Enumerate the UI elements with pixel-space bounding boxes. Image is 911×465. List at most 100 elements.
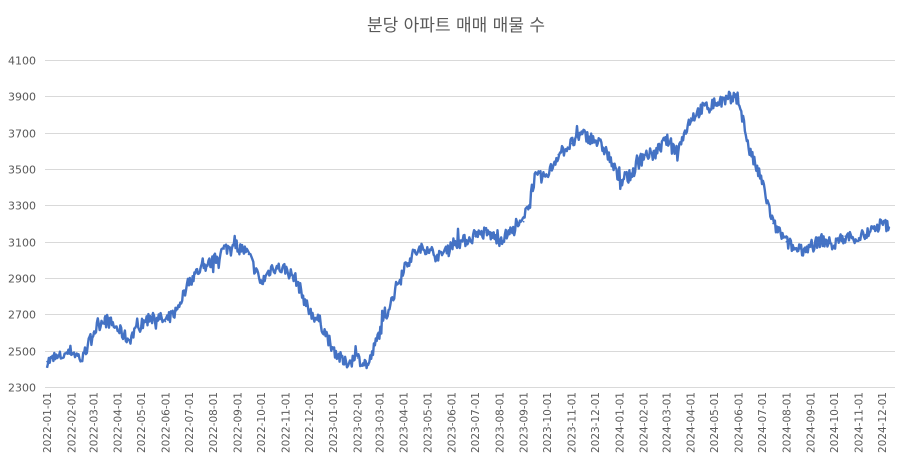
data-point: [594, 139, 596, 141]
data-point: [868, 231, 871, 234]
data-point: [700, 108, 703, 110]
x-tick-label: 2022-03-01: [88, 392, 100, 453]
x-tick-label: 2023-11-01: [567, 392, 579, 453]
data-point: [629, 175, 632, 178]
y-tick-label: 3500: [8, 164, 36, 177]
data-point: [151, 313, 153, 316]
y-tick-label: 3100: [8, 237, 36, 250]
data-point: [796, 250, 799, 252]
y-tick-label: 3900: [8, 91, 36, 104]
x-tick-label: 2023-04-01: [399, 392, 411, 453]
data-point: [188, 280, 190, 283]
x-tick-label: 2022-09-01: [233, 392, 245, 453]
x-tick-label: 2024-08-01: [781, 392, 793, 453]
x-tick-label: 2022-01-01: [42, 392, 54, 453]
data-point: [319, 320, 321, 323]
x-tick-label: 2023-12-01: [590, 392, 602, 453]
y-tick-label: 3700: [8, 128, 36, 141]
data-point: [546, 175, 548, 178]
data-point: [557, 153, 559, 156]
data-point: [308, 309, 310, 312]
data-point: [653, 153, 656, 156]
y-tick-label: 2700: [8, 309, 36, 322]
data-point: [284, 268, 287, 270]
data-point: [70, 349, 73, 352]
data-point: [833, 244, 835, 247]
x-tick-label: 2022-10-01: [256, 392, 268, 453]
data-point: [295, 279, 298, 281]
data-point: [127, 339, 130, 341]
data-point: [820, 239, 823, 241]
data-point: [857, 237, 860, 239]
x-tick-label: 2022-07-01: [184, 392, 196, 453]
data-point: [402, 266, 405, 268]
x-axis-ticks: 2022-01-01 2022-02-01 2022-03-01 2022-04-01…: [42, 392, 889, 453]
data-point: [57, 357, 59, 359]
data-point: [785, 240, 788, 243]
data-point: [199, 268, 201, 270]
x-tick-label: 2023-09-01: [519, 392, 531, 453]
data-point: [533, 177, 536, 179]
x-tick-label: 2022-06-01: [160, 392, 172, 453]
data-point: [665, 139, 668, 141]
data-point: [116, 328, 119, 330]
data-point: [260, 282, 262, 285]
data-point: [522, 220, 525, 223]
x-tick-label: 2023-02-01: [353, 392, 365, 453]
data-point: [92, 331, 95, 334]
data-point: [485, 231, 487, 234]
data-point: [474, 235, 476, 237]
series-line: [45, 90, 891, 370]
x-tick-label: 2024-11-01: [854, 392, 866, 453]
data-point: [236, 244, 239, 247]
x-tick-label: 2022-11-01: [280, 392, 292, 453]
x-tick-label: 2024-07-01: [757, 392, 769, 453]
y-tick-label: 2900: [8, 273, 36, 286]
data-point: [642, 153, 645, 156]
data-point: [332, 348, 335, 350]
x-tick-label: 2023-06-01: [447, 392, 459, 453]
data-point: [164, 320, 167, 323]
gridlines: [45, 60, 895, 388]
chart-title: 분당 아파트 매매 매물 수: [367, 16, 545, 36]
data-point: [748, 150, 751, 152]
data-point: [46, 360, 48, 363]
data-point: [509, 231, 512, 234]
data-point: [888, 226, 890, 228]
x-tick-label: 2023-10-01: [542, 392, 554, 453]
y-tick-label: 2300: [8, 382, 36, 395]
data-point: [140, 324, 142, 327]
x-tick-label: 2022-08-01: [208, 392, 220, 453]
data-point: [676, 150, 679, 152]
x-tick-label: 2024-02-01: [639, 392, 651, 453]
x-tick-label: 2024-12-01: [877, 392, 889, 453]
y-tick-label: 2500: [8, 346, 36, 359]
data-point: [737, 97, 740, 99]
x-tick-label: 2024-03-01: [661, 392, 673, 453]
x-tick-label: 2024-06-01: [734, 392, 746, 453]
y-tick-label: 3300: [8, 200, 36, 213]
data-point: [689, 117, 692, 119]
data-point: [772, 222, 774, 225]
x-tick-label: 2022-02-01: [66, 392, 78, 453]
data-point: [426, 246, 429, 248]
x-tick-label: 2024-05-01: [709, 392, 721, 453]
data-point: [212, 260, 214, 263]
x-tick-label: 2023-08-01: [494, 392, 506, 453]
data-point: [378, 331, 381, 334]
x-tick-label: 2022-05-01: [136, 392, 148, 453]
data-point: [81, 359, 84, 361]
data-point: [724, 99, 726, 101]
data-point: [809, 246, 812, 248]
data-point: [271, 266, 273, 268]
x-tick-label: 2022-12-01: [304, 392, 316, 453]
data-point: [223, 248, 225, 250]
data-point: [367, 364, 370, 367]
x-tick-label: 2024-04-01: [686, 392, 698, 453]
data-point: [461, 240, 464, 243]
data-point: [844, 235, 846, 237]
data-point: [103, 317, 105, 319]
x-tick-label: 2024-09-01: [806, 392, 818, 453]
data-point: [713, 102, 715, 105]
data-point: [618, 179, 621, 181]
